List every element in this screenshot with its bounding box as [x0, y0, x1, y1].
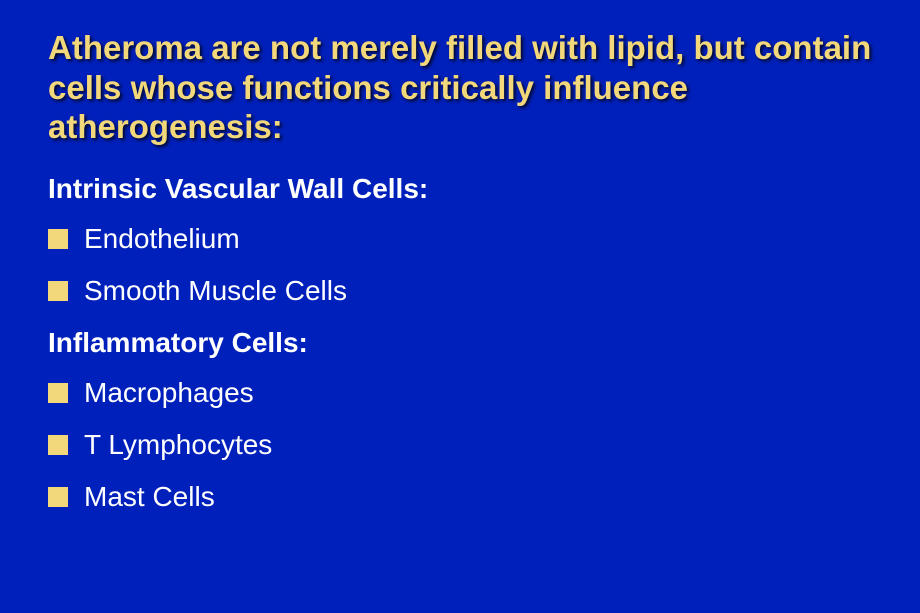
- slide-container: Atheroma are not merely filled with lipi…: [0, 0, 920, 613]
- slide-title: Atheroma are not merely filled with lipi…: [48, 28, 872, 147]
- section-heading-1: Intrinsic Vascular Wall Cells:: [48, 173, 872, 205]
- bullet-icon: [48, 281, 68, 301]
- bullet-text: Macrophages: [84, 377, 254, 409]
- bullet-icon: [48, 435, 68, 455]
- bullet-text: Mast Cells: [84, 481, 215, 513]
- list-item: Macrophages: [48, 377, 872, 409]
- bullet-text: Smooth Muscle Cells: [84, 275, 347, 307]
- list-item: Mast Cells: [48, 481, 872, 513]
- bullet-text: Endothelium: [84, 223, 240, 255]
- list-item: Endothelium: [48, 223, 872, 255]
- bullet-text: T Lymphocytes: [84, 429, 272, 461]
- bullet-icon: [48, 229, 68, 249]
- bullet-icon: [48, 383, 68, 403]
- list-item: Smooth Muscle Cells: [48, 275, 872, 307]
- section-heading-2: Inflammatory Cells:: [48, 327, 872, 359]
- bullet-icon: [48, 487, 68, 507]
- list-item: T Lymphocytes: [48, 429, 872, 461]
